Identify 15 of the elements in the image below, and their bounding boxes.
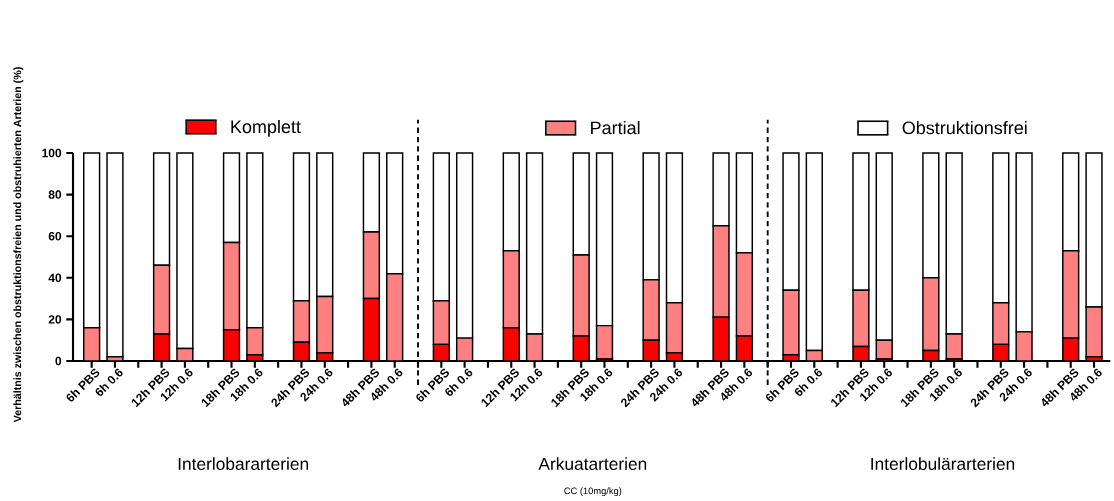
legend-label: Komplett xyxy=(231,119,301,137)
y-tick-label: 20 xyxy=(48,315,62,324)
y-tick-label: 80 xyxy=(48,190,62,199)
text: Interlobulärarterien xyxy=(871,457,1015,471)
y-axis-title: Verhältnis zwischen obstruktionsfreien und obstruhierten Arterien (%) xyxy=(13,67,24,423)
y-tick-label: 0 xyxy=(55,356,62,366)
y-tick-label: 100 xyxy=(42,148,62,158)
y-tick-label: 60 xyxy=(48,231,62,241)
legend-label: Obstruktionsfrei xyxy=(902,120,1027,135)
text: Arkuatarterien xyxy=(538,457,647,471)
text: CC (10mg/kg) xyxy=(564,487,622,497)
bar xyxy=(106,152,124,358)
y-tick-label: 40 xyxy=(48,273,62,283)
text: Interlobararterien xyxy=(178,457,309,471)
legend-label: Partial xyxy=(591,120,640,135)
